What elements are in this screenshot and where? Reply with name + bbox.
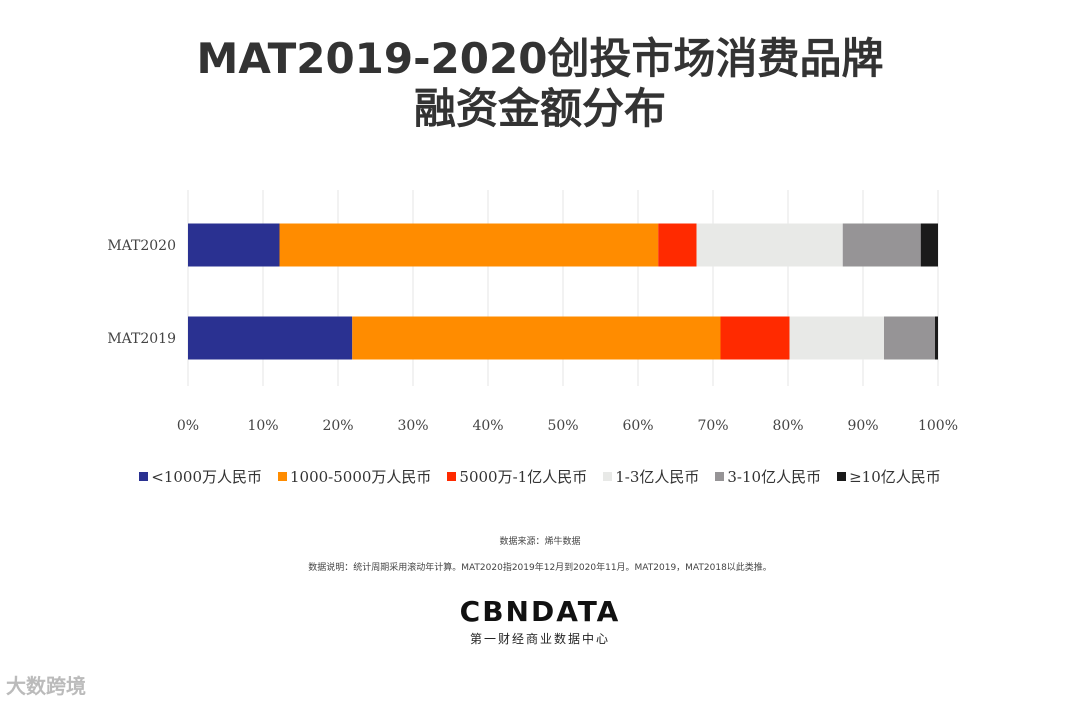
- x-tick-label: 90%: [847, 418, 878, 434]
- chart-legend: <1000万人民币 1000-5000万人民币 5000万-1亿人民币 1-3亿人民币…: [0, 466, 1080, 487]
- legend-swatch: [603, 472, 613, 481]
- category-label: MAT2019: [107, 331, 176, 347]
- bar-segment: [935, 316, 938, 360]
- legend-label: ≥10亿人民币: [849, 468, 941, 486]
- data-note: 数据说明：统计周期采用滚动年计算。MAT2020指2019年12月到2020年1…: [308, 563, 772, 573]
- bar-segment: [789, 316, 884, 360]
- legend-item: 5000万-1亿人民币: [447, 466, 587, 487]
- brand-logo: CBNDATA: [459, 595, 621, 628]
- bar-segment: [842, 223, 921, 267]
- bar-segment: [352, 316, 721, 360]
- data-source: 数据来源：烯牛数据: [499, 537, 581, 547]
- title-line-2: 融资金额分布: [413, 84, 666, 133]
- legend-swatch: [715, 472, 725, 481]
- category-label: MAT2020: [107, 238, 176, 254]
- brand-block: CBNDATA 第一财经商业数据中心: [440, 596, 640, 647]
- legend-item: <1000万人民币: [139, 466, 262, 487]
- x-tick-label: 100%: [918, 418, 958, 434]
- watermark-text: 大数跨境: [6, 674, 86, 698]
- bar-segment: [188, 223, 280, 267]
- bar-segment: [279, 223, 659, 267]
- legend-swatch: [447, 472, 457, 481]
- bar-segment: [658, 223, 697, 267]
- chart-title: MAT2019-2020创投市场消费品牌 融资金额分布: [0, 34, 1080, 134]
- x-tick-label: 0%: [177, 418, 199, 434]
- legend-item: ≥10亿人民币: [837, 466, 941, 487]
- x-tick-label: 10%: [247, 418, 278, 434]
- brand-subtitle: 第一财经商业数据中心: [469, 632, 610, 646]
- bar-segment: [188, 316, 353, 360]
- x-tick-label: 30%: [397, 418, 428, 434]
- x-tick-label: 40%: [472, 418, 503, 434]
- legend-label: <1000万人民币: [151, 468, 262, 486]
- bar-segment: [720, 316, 790, 360]
- x-tick-label: 50%: [547, 418, 578, 434]
- legend-label: 1000-5000万人民币: [290, 468, 432, 486]
- legend-item: 1-3亿人民币: [603, 466, 699, 487]
- legend-item: 3-10亿人民币: [715, 466, 821, 487]
- legend-swatch: [278, 472, 287, 481]
- legend-label: 1-3亿人民币: [615, 468, 700, 486]
- legend-label: 5000万-1亿人民币: [459, 468, 588, 486]
- legend-swatch: [139, 472, 149, 481]
- legend-swatch: [837, 472, 847, 481]
- x-tick-label: 80%: [772, 418, 803, 434]
- legend-item: 1000-5000万人民币: [278, 466, 431, 487]
- bar-segment: [696, 223, 843, 267]
- x-tick-label: 70%: [697, 418, 728, 434]
- x-tick-label: 60%: [622, 418, 653, 434]
- title-line-1: MAT2019-2020创投市场消费品牌: [196, 34, 884, 83]
- legend-label: 3-10亿人民币: [727, 468, 822, 486]
- bar-segment: [884, 316, 935, 360]
- bar-segment: [920, 223, 938, 267]
- stacked-bar-chart: MAT2020 MAT2019 0% 10% 20% 30% 40% 50% 60% 70% 80%…: [107, 190, 958, 434]
- x-tick-label: 20%: [322, 418, 353, 434]
